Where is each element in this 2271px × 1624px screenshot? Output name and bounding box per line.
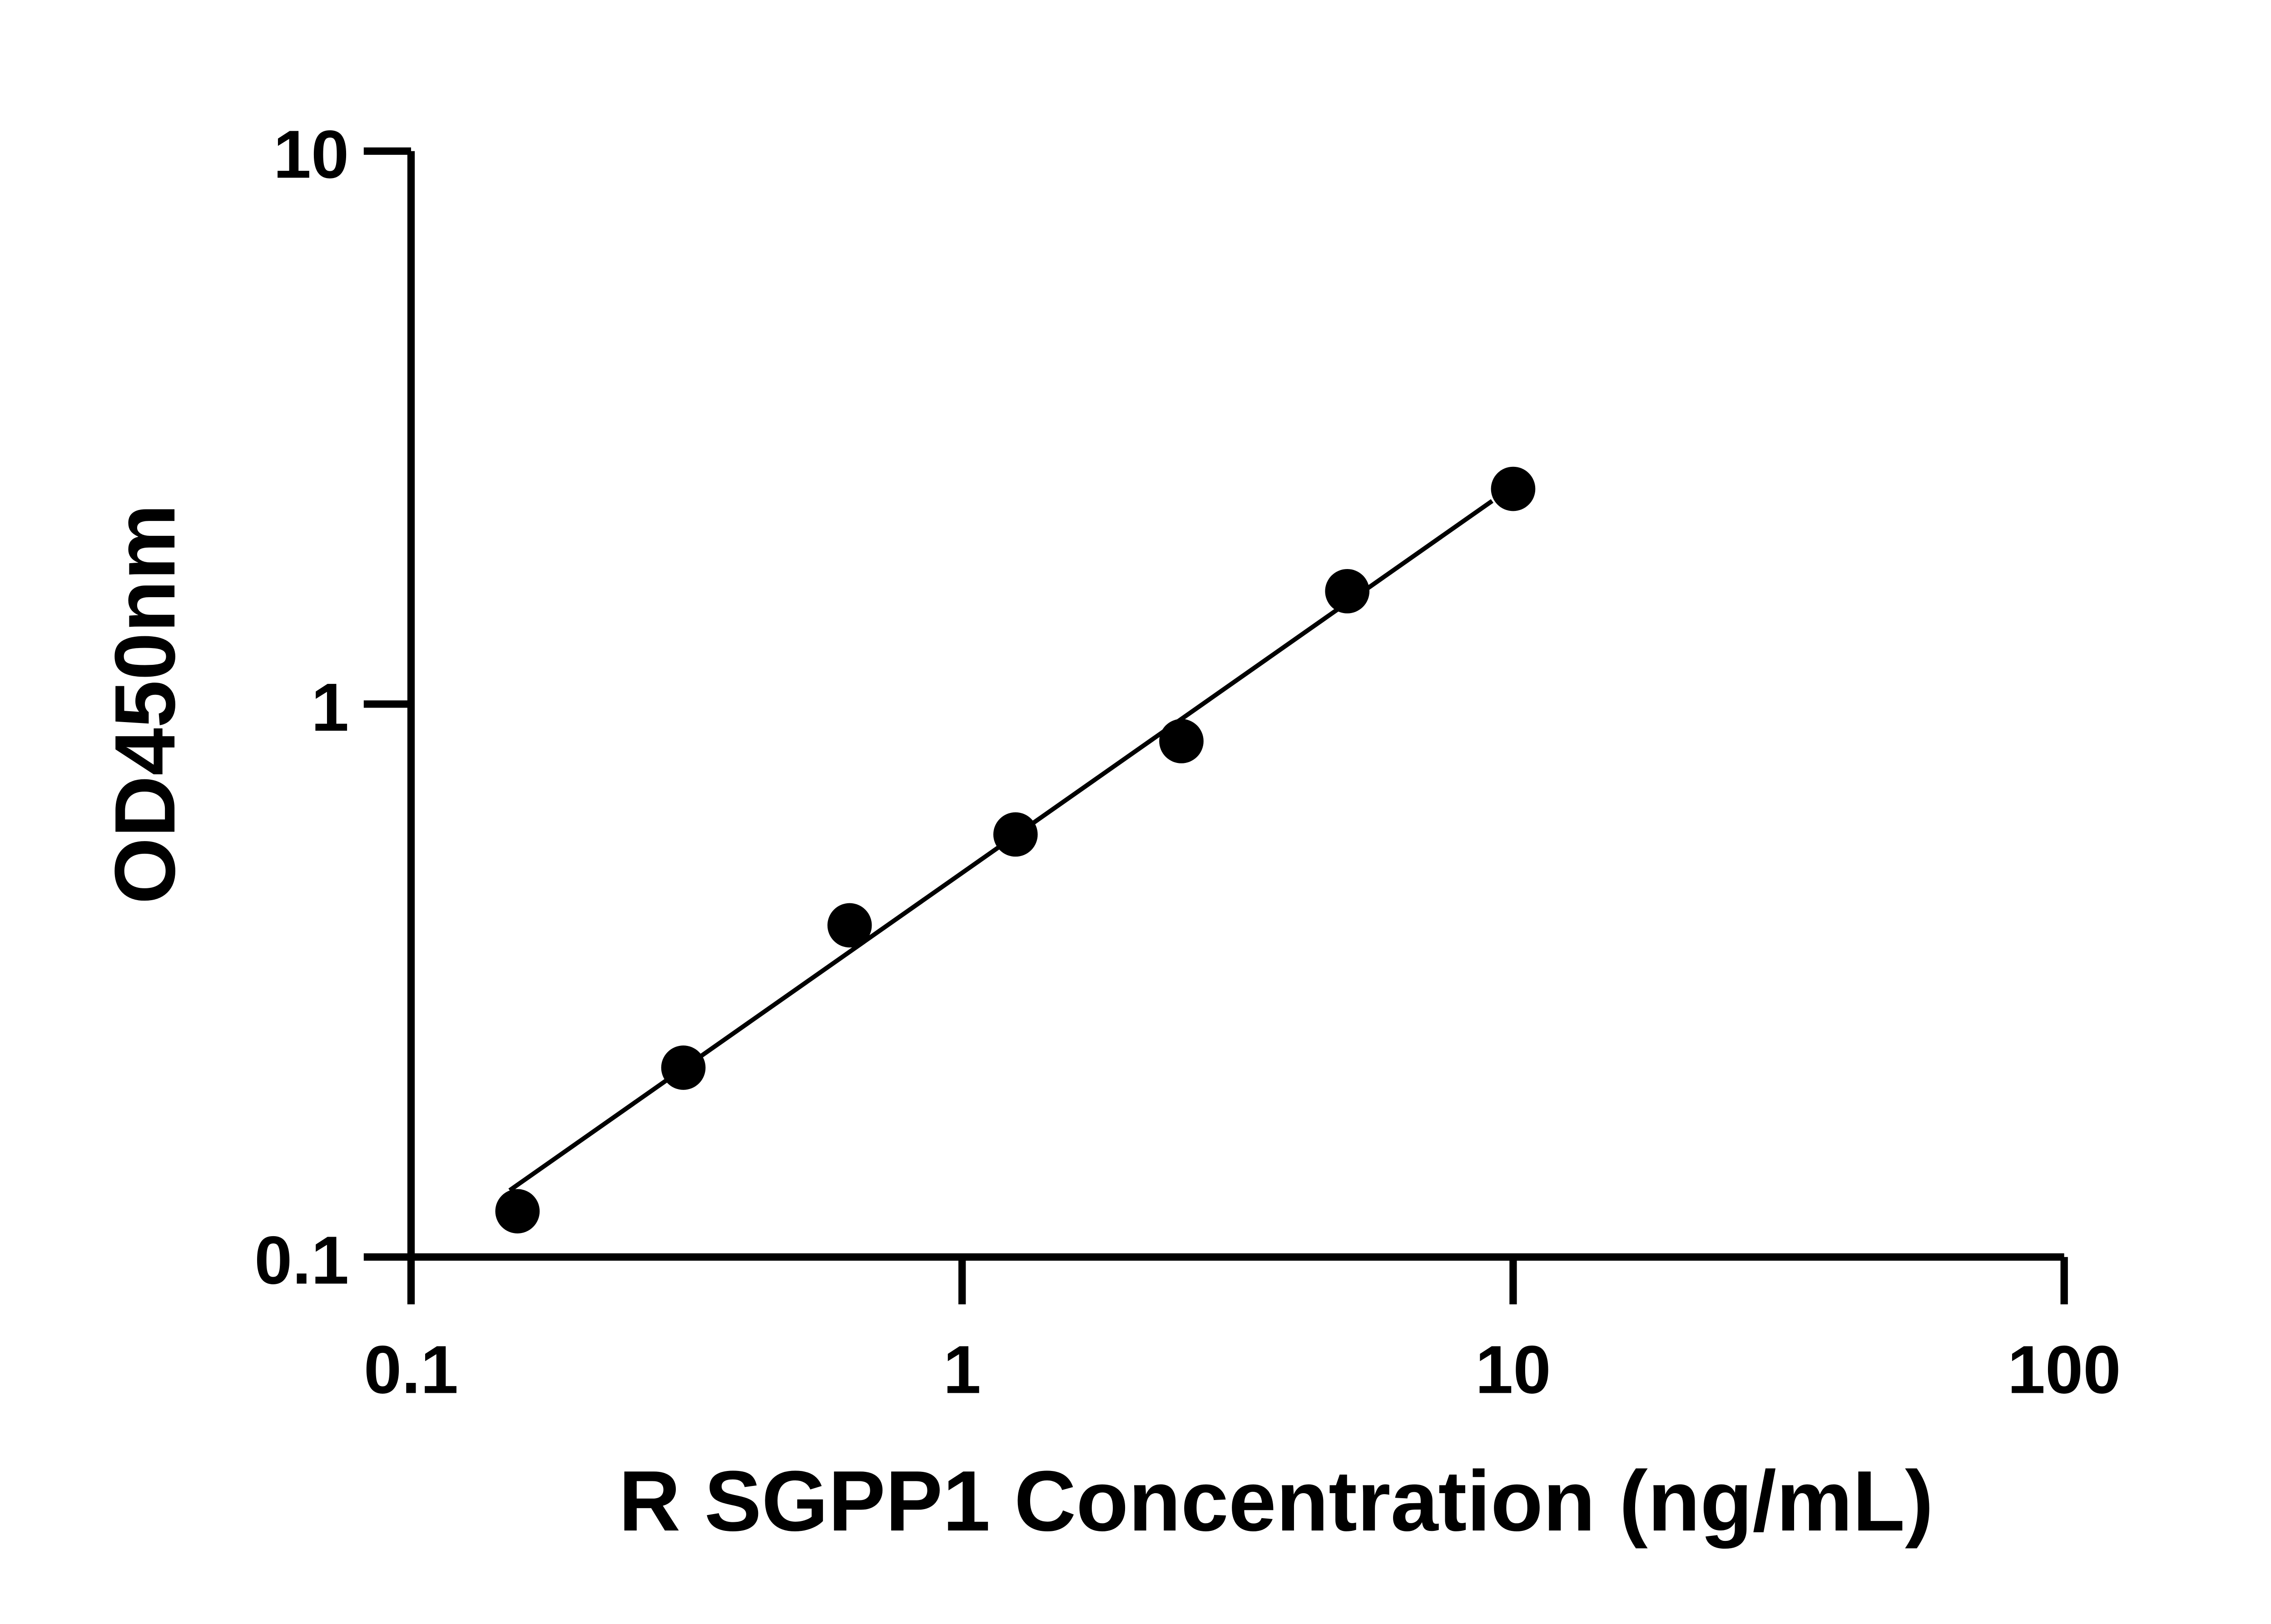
data-marks: [495, 466, 1536, 1233]
y-tick-label: 0.1: [254, 1222, 349, 1298]
y-tick-label: 10: [273, 116, 349, 192]
data-point: [993, 812, 1038, 857]
x-tick-label: 1: [943, 1331, 981, 1407]
data-point: [1325, 569, 1370, 614]
x-tick-label: 10: [1475, 1331, 1551, 1407]
x-tick-label: 0.1: [364, 1331, 458, 1407]
data-point: [495, 1189, 540, 1233]
data-point: [1491, 466, 1536, 511]
data-point: [827, 903, 872, 948]
data-point: [661, 1045, 706, 1090]
data-point: [1159, 719, 1204, 763]
axes: 0.1 1 10 100 0.1 1 10: [254, 116, 2121, 1407]
y-axis-title: OD450nm: [97, 504, 193, 904]
x-axis-title: R SGPP1 Concentration (ng/mL): [619, 1453, 1934, 1549]
x-tick-label: 100: [2008, 1331, 2121, 1407]
y-tick-label: 1: [311, 669, 349, 745]
